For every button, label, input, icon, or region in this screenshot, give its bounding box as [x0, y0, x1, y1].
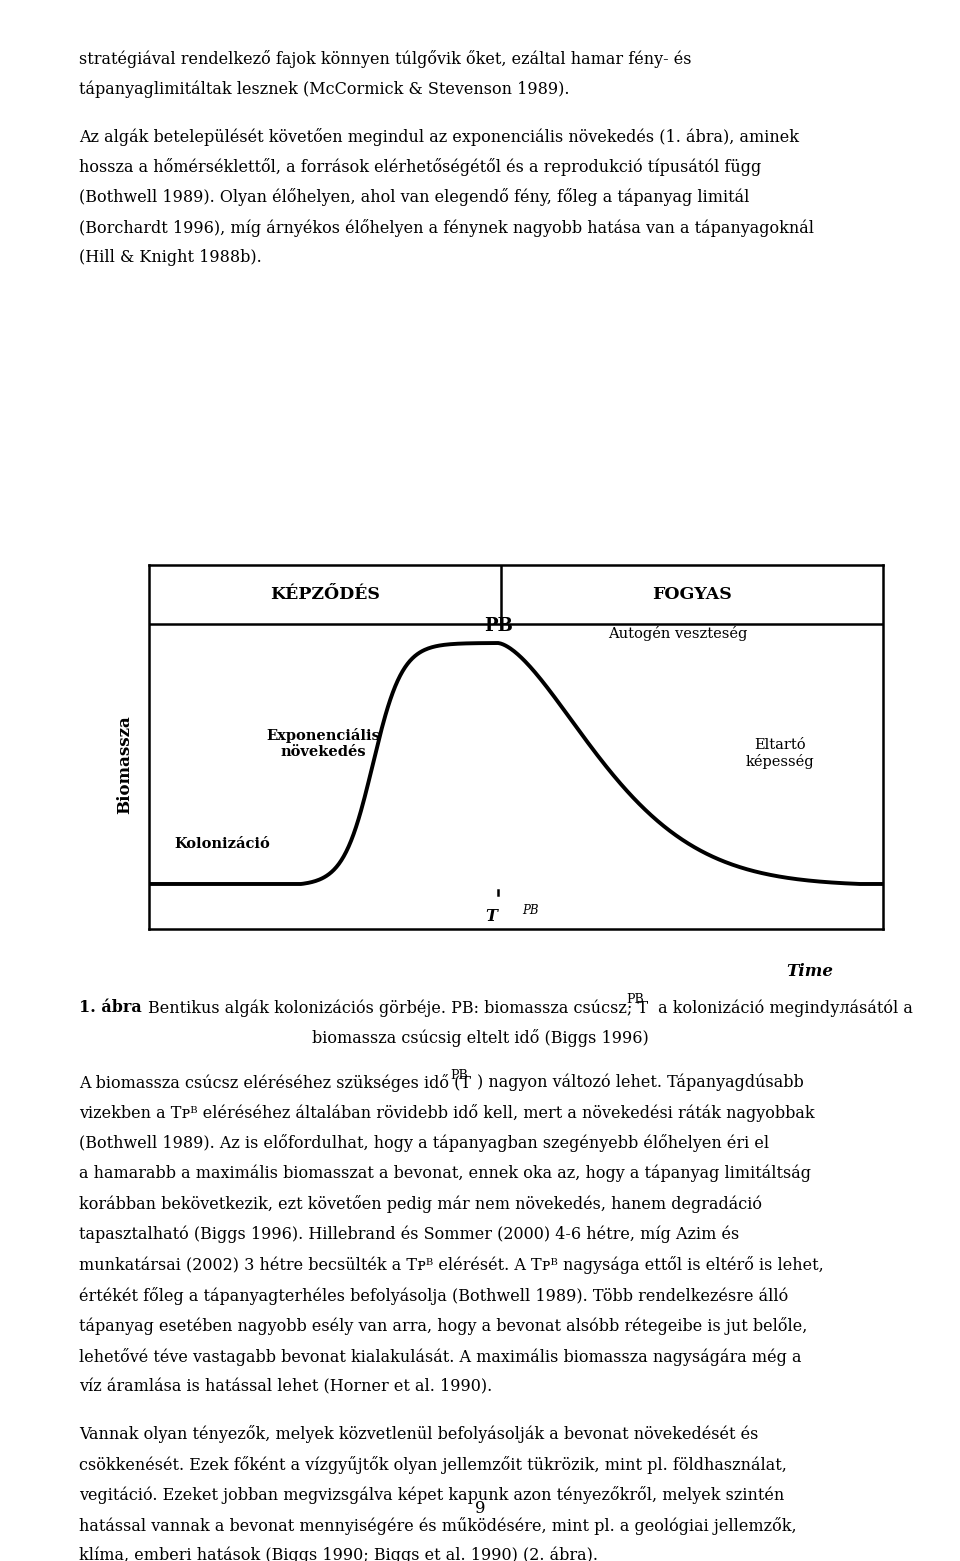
- Text: Time: Time: [786, 963, 833, 980]
- Text: PB: PB: [484, 617, 513, 635]
- Text: Eltartó
képesség: Eltartó képesség: [746, 738, 815, 770]
- Text: A biomassza csúcsz eléréséhez szükséges idő (T: A biomassza csúcsz eléréséhez szükséges …: [79, 1074, 470, 1091]
- Text: tápanyag esetében nagyobb esély van arra, hogy a bevonat alsóbb rétegeibe is jut: tápanyag esetében nagyobb esély van arra…: [79, 1317, 807, 1335]
- Text: lehetővé téve vastagabb bevonat kialakulását. A maximális biomassza nagyságára m: lehetővé téve vastagabb bevonat kialakul…: [79, 1347, 802, 1366]
- Text: PB: PB: [521, 904, 539, 918]
- Text: víz áramlása is hatással lehet (Horner et al. 1990).: víz áramlása is hatással lehet (Horner e…: [79, 1378, 492, 1396]
- Text: Vannak olyan tényezők, melyek közvetlenül befolyásolják a bevonat növekedését és: Vannak olyan tényezők, melyek közvetlenü…: [79, 1425, 758, 1444]
- Text: KÉPZŐDÉS: KÉPZŐDÉS: [270, 585, 380, 603]
- Text: (Hill & Knight 1988b).: (Hill & Knight 1988b).: [79, 250, 261, 267]
- Text: (Borchardt 1996), míg árnyékos élőhelyen a fénynek nagyobb hatása van a tápanyag: (Borchardt 1996), míg árnyékos élőhelyen…: [79, 219, 814, 237]
- Text: hossza a hőmérséklettől, a források elérhetőségétől és a reprodukció típusától f: hossza a hőmérséklettől, a források elér…: [79, 158, 761, 176]
- Text: vegitáció. Ezeket jobban megvizsgálva képet kapunk azon tényezőkről, melyek szin: vegitáció. Ezeket jobban megvizsgálva ké…: [79, 1486, 784, 1505]
- Text: FOGYAS: FOGYAS: [653, 585, 732, 603]
- Text: ) nagyon változó lehet. Tápanyagdúsabb: ) nagyon változó lehet. Tápanyagdúsabb: [477, 1074, 804, 1091]
- Text: stratégiával rendelkező fajok könnyen túlgővik őket, ezáltal hamar fény- és: stratégiával rendelkező fajok könnyen tú…: [79, 50, 691, 69]
- Text: Autogén veszteség: Autogén veszteség: [608, 626, 747, 640]
- Text: Kolonizáció: Kolonizáció: [175, 837, 271, 851]
- Text: T: T: [485, 907, 497, 924]
- Text: 1. ábra: 1. ábra: [79, 999, 141, 1016]
- Text: Biomassza: Biomassza: [116, 716, 133, 815]
- Text: PB: PB: [626, 993, 643, 1005]
- Text: korábban bekövetkezik, ezt követően pedig már nem növekedés, hanem degradáció: korábban bekövetkezik, ezt követően pedi…: [79, 1196, 761, 1213]
- Text: Exponenciális
növekedés: Exponenciális növekedés: [266, 727, 380, 759]
- Text: tápanyaglimitáltak lesznek (McCormick & Stevenson 1989).: tápanyaglimitáltak lesznek (McCormick & …: [79, 80, 569, 98]
- Text: munkatársai (2002) 3 hétre becsülték a Tᴘᴮ elérését. A Tᴘᴮ nagysága ettől is elt: munkatársai (2002) 3 hétre becsülték a T…: [79, 1257, 824, 1274]
- Text: biomassza csúcsig eltelt idő (Biggs 1996): biomassza csúcsig eltelt idő (Biggs 1996…: [312, 1030, 648, 1047]
- Text: klíma, emberi hatások (Biggs 1990; Biggs et al. 1990) (2. ábra).: klíma, emberi hatások (Biggs 1990; Biggs…: [79, 1547, 598, 1561]
- Text: tapasztalható (Biggs 1996). Hillebrand és Sommer (2000) 4-6 hétre, míg Azim és: tapasztalható (Biggs 1996). Hillebrand é…: [79, 1225, 739, 1243]
- Text: (Bothwell 1989). Olyan élőhelyen, ahol van elegendő fény, főleg a tápanyag limit: (Bothwell 1989). Olyan élőhelyen, ahol v…: [79, 189, 749, 206]
- Text: vizekben a Tᴘᴮ eléréséhez általában rövidebb idő kell, mert a növekedési ráták n: vizekben a Tᴘᴮ eléréséhez általában rövi…: [79, 1104, 814, 1122]
- Text: Az algák betelepülését követően megindul az exponenciális növekedés (1. ábra), a: Az algák betelepülését követően megindul…: [79, 128, 799, 145]
- Text: a kolonizáció megindулásától a: a kolonizáció megindулásától a: [653, 999, 913, 1016]
- Text: 9: 9: [475, 1500, 485, 1517]
- Text: csökkenését. Ezek főként a vízgyűjtők olyan jellemzőit tükrözik, mint pl. földha: csökkenését. Ezek főként a vízgyűjtők ol…: [79, 1455, 786, 1474]
- Text: hatással vannak a bevonat mennyiségére és működésére, mint pl. a geológiai jelle: hatással vannak a bevonat mennyiségére é…: [79, 1517, 797, 1534]
- Text: (Bothwell 1989). Az is előfordulhat, hogy a tápanyagban szegényebb élőhelyen éri: (Bothwell 1989). Az is előfordulhat, hog…: [79, 1135, 769, 1152]
- Text: Bentikus algák kolonizációs görbéje. PB: biomassza csúcsz; T: Bentikus algák kolonizációs görbéje. PB:…: [148, 999, 648, 1016]
- Text: a hamarabb a maximális biomasszat a bevonat, ennek oka az, hogy a tápanyag limit: a hamarabb a maximális biomasszat a bevo…: [79, 1165, 810, 1182]
- Text: értékét főleg a tápanyagterhéles befolyásolja (Bothwell 1989). Több rendelkezésr: értékét főleg a tápanyagterhéles befolyá…: [79, 1286, 788, 1305]
- Text: PB: PB: [450, 1069, 468, 1082]
